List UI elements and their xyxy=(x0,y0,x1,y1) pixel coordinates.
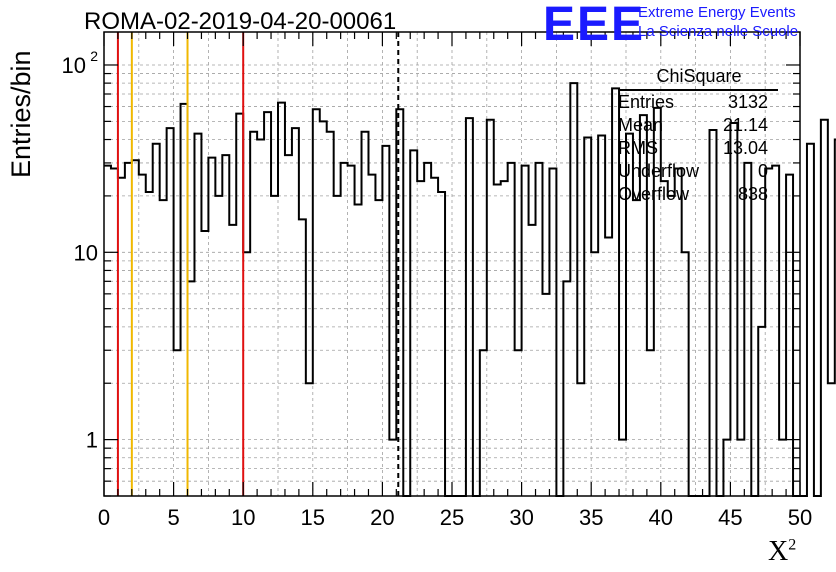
stats-row-rms: RMS 13.04 xyxy=(618,138,768,158)
x-tick-label: 45 xyxy=(718,505,742,530)
x-tick-label: 50 xyxy=(788,505,812,530)
stats-row-underflow: Underflow 0 xyxy=(618,161,768,181)
y-axis-label: Entries/bin xyxy=(6,50,36,178)
y-tick-label-100-exp: 2 xyxy=(90,48,98,64)
x-tick-label: 15 xyxy=(301,505,325,530)
stats-row-mean: Mean 21.14 xyxy=(618,115,768,135)
stats-box-title: ChiSquare xyxy=(620,66,778,91)
x-tick-label: 40 xyxy=(649,505,673,530)
x-tick-label: 35 xyxy=(579,505,603,530)
x-tick-label: 30 xyxy=(509,505,533,530)
x-tick-label: 10 xyxy=(231,505,255,530)
page-title: ROMA-02-2019-04-20-00061 xyxy=(84,8,397,35)
y-tick-label: 10 xyxy=(74,240,98,265)
logo-line-2: La Scienza nelle Scuole xyxy=(638,23,799,40)
stats-row-overflow: Overflow 838 xyxy=(618,184,768,204)
eee-logo: EEE xyxy=(543,0,646,51)
x-axis-label: X2 xyxy=(768,536,797,567)
stats-row-entries: Entries 3132 xyxy=(618,92,768,112)
y-tick-label: 1 xyxy=(86,428,98,453)
logo-line-1: Extreme Energy Events xyxy=(638,4,796,21)
histogram-series xyxy=(104,82,836,497)
x-tick-label: 5 xyxy=(167,505,179,530)
x-tick-label: 20 xyxy=(370,505,394,530)
x-tick-label: 25 xyxy=(440,505,464,530)
y-tick-label-100: 10 xyxy=(62,53,86,78)
stats-box: ChiSquare Entries 3132 Mean 21.14 RMS 13.04… xyxy=(612,66,778,206)
x-tick-label: 0 xyxy=(98,505,110,530)
